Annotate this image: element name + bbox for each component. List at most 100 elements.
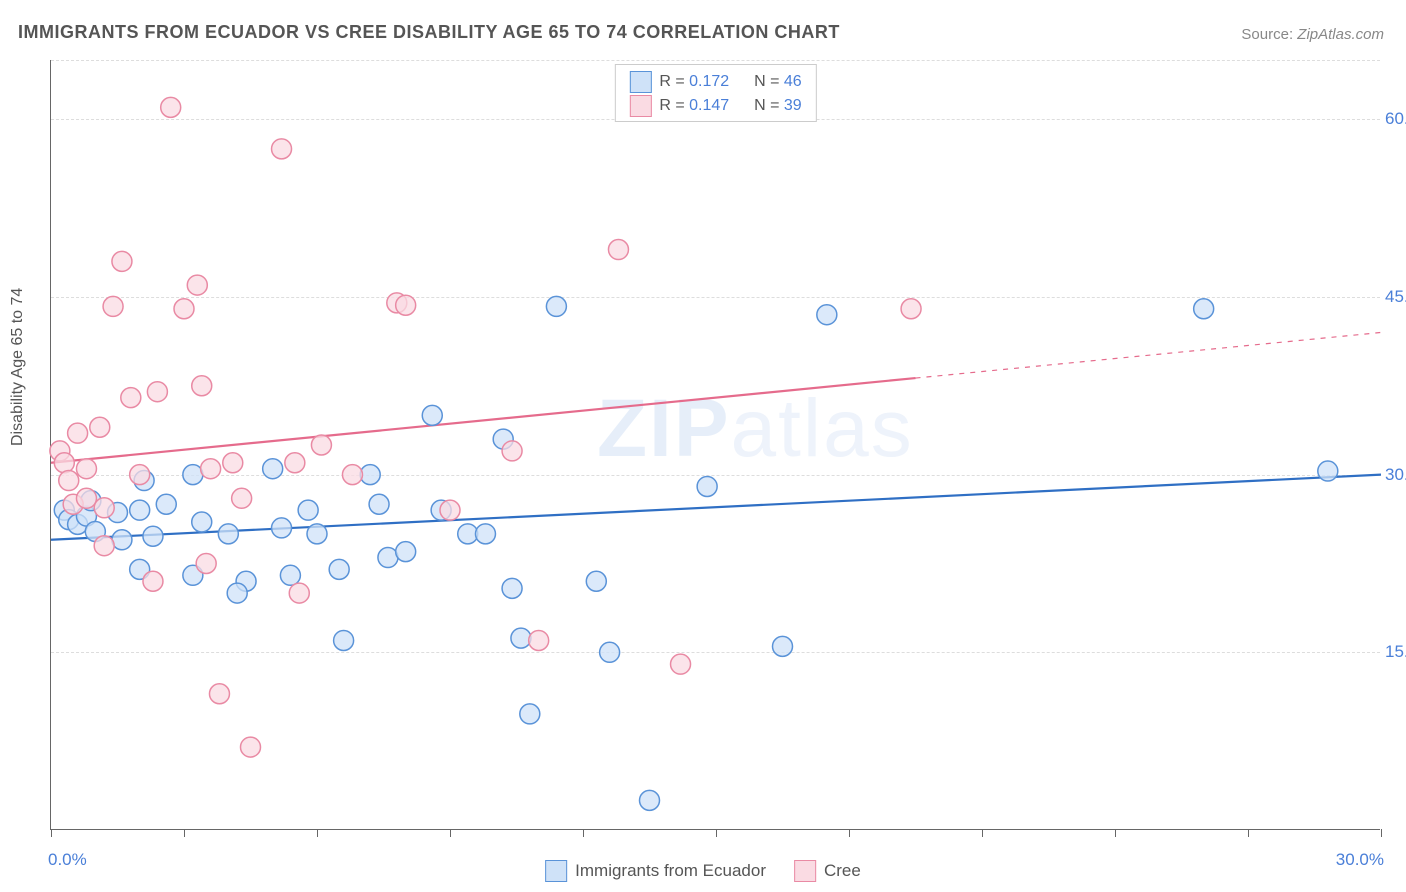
- x-axis-min-label: 0.0%: [48, 850, 87, 870]
- data-point: [600, 642, 620, 662]
- data-point: [422, 405, 442, 425]
- legend-series-item: Cree: [794, 860, 861, 882]
- x-tick: [1381, 829, 1382, 837]
- legend-series-label: Cree: [824, 861, 861, 881]
- y-tick-label: 30.0%: [1385, 465, 1406, 485]
- data-point: [143, 571, 163, 591]
- data-point: [223, 453, 243, 473]
- x-tick: [849, 829, 850, 837]
- data-point: [285, 453, 305, 473]
- data-point: [378, 548, 398, 568]
- data-point: [396, 542, 416, 562]
- legend-n-label: N = 46: [754, 73, 802, 91]
- data-point: [697, 476, 717, 496]
- data-point: [329, 559, 349, 579]
- trend-lines: [51, 332, 1381, 539]
- data-point: [130, 465, 150, 485]
- data-point: [272, 518, 292, 538]
- x-tick: [450, 829, 451, 837]
- source-value: ZipAtlas.com: [1297, 26, 1384, 43]
- x-tick: [716, 829, 717, 837]
- x-tick: [1248, 829, 1249, 837]
- y-tick-label: 60.0%: [1385, 109, 1406, 129]
- scatter-points: [50, 97, 1338, 810]
- data-point: [192, 376, 212, 396]
- data-point: [227, 583, 247, 603]
- data-point: [156, 494, 176, 514]
- data-point: [342, 465, 362, 485]
- data-point: [147, 382, 167, 402]
- data-point: [59, 471, 79, 491]
- data-point: [174, 299, 194, 319]
- x-tick: [583, 829, 584, 837]
- data-point: [263, 459, 283, 479]
- x-tick: [982, 829, 983, 837]
- trend-line-dashed: [916, 332, 1382, 378]
- data-point: [90, 417, 110, 437]
- legend-correlation-box: R = 0.172 N = 46 R = 0.147 N = 39: [614, 64, 816, 122]
- data-point: [280, 565, 300, 585]
- data-point: [183, 465, 203, 485]
- legend-swatch: [545, 860, 567, 882]
- data-point: [272, 139, 292, 159]
- data-point: [201, 459, 221, 479]
- trend-line: [51, 378, 916, 463]
- data-point: [334, 630, 354, 650]
- data-point: [112, 530, 132, 550]
- source-label: Source:: [1241, 26, 1293, 43]
- data-point: [529, 630, 549, 650]
- y-axis-title: Disability Age 65 to 74: [9, 288, 27, 446]
- data-point: [192, 512, 212, 532]
- data-point: [546, 296, 566, 316]
- data-point: [817, 305, 837, 325]
- data-point: [440, 500, 460, 520]
- plot-svg: [51, 60, 1380, 829]
- legend-swatch: [629, 71, 651, 93]
- data-point: [103, 296, 123, 316]
- data-point: [209, 684, 229, 704]
- legend-n-label: N = 39: [754, 97, 802, 115]
- legend-swatch: [794, 860, 816, 882]
- y-tick-label: 15.0%: [1385, 642, 1406, 662]
- data-point: [396, 295, 416, 315]
- source-attribution: Source: ZipAtlas.com: [1241, 26, 1384, 43]
- data-point: [475, 524, 495, 544]
- data-point: [520, 704, 540, 724]
- data-point: [76, 459, 96, 479]
- data-point: [1194, 299, 1214, 319]
- data-point: [187, 275, 207, 295]
- data-point: [196, 553, 216, 573]
- x-tick: [317, 829, 318, 837]
- data-point: [143, 526, 163, 546]
- data-point: [1318, 461, 1338, 481]
- x-tick: [1115, 829, 1116, 837]
- data-point: [511, 628, 531, 648]
- data-point: [76, 488, 96, 508]
- plot-area: ZIPatlas 15.0%30.0%45.0%60.0% R = 0.172 …: [50, 60, 1380, 830]
- data-point: [608, 240, 628, 260]
- data-point: [68, 423, 88, 443]
- data-point: [161, 97, 181, 117]
- data-point: [671, 654, 691, 674]
- data-point: [901, 299, 921, 319]
- data-point: [94, 498, 114, 518]
- x-tick: [51, 829, 52, 837]
- data-point: [289, 583, 309, 603]
- y-tick-label: 45.0%: [1385, 287, 1406, 307]
- x-axis-max-label: 30.0%: [1336, 850, 1384, 870]
- data-point: [586, 571, 606, 591]
- data-point: [218, 524, 238, 544]
- legend-series-label: Immigrants from Ecuador: [575, 861, 766, 881]
- data-point: [311, 435, 331, 455]
- data-point: [94, 536, 114, 556]
- legend-r-label: R = 0.147: [659, 97, 729, 115]
- data-point: [130, 500, 150, 520]
- chart-container: IMMIGRANTS FROM ECUADOR VS CREE DISABILI…: [0, 0, 1406, 892]
- legend-series: Immigrants from Ecuador Cree: [545, 860, 861, 882]
- x-tick: [184, 829, 185, 837]
- data-point: [307, 524, 327, 544]
- data-point: [369, 494, 389, 514]
- data-point: [773, 636, 793, 656]
- legend-series-item: Immigrants from Ecuador: [545, 860, 766, 882]
- data-point: [640, 790, 660, 810]
